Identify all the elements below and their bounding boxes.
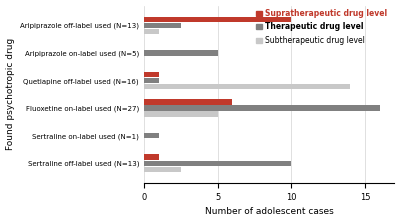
Bar (144, 99, 232, 105)
Bar (144, 161, 291, 166)
Bar (144, 72, 159, 77)
Bar (144, 17, 291, 22)
Bar (144, 84, 350, 89)
Bar (144, 78, 159, 83)
Bar (144, 133, 159, 139)
Bar (144, 167, 181, 172)
Bar (144, 155, 159, 160)
Bar (144, 105, 380, 111)
Bar (144, 29, 159, 34)
Bar (144, 111, 218, 117)
Bar (144, 50, 218, 56)
Legend: Supratherapeutic drug level, Therapeutic drug level, Subtherapeutic drug level: Supratherapeutic drug level, Therapeutic… (253, 6, 391, 48)
Bar (144, 23, 181, 28)
X-axis label: Number of adolescent cases: Number of adolescent cases (205, 207, 334, 216)
Y-axis label: Found psychotropic drug: Found psychotropic drug (6, 38, 14, 151)
